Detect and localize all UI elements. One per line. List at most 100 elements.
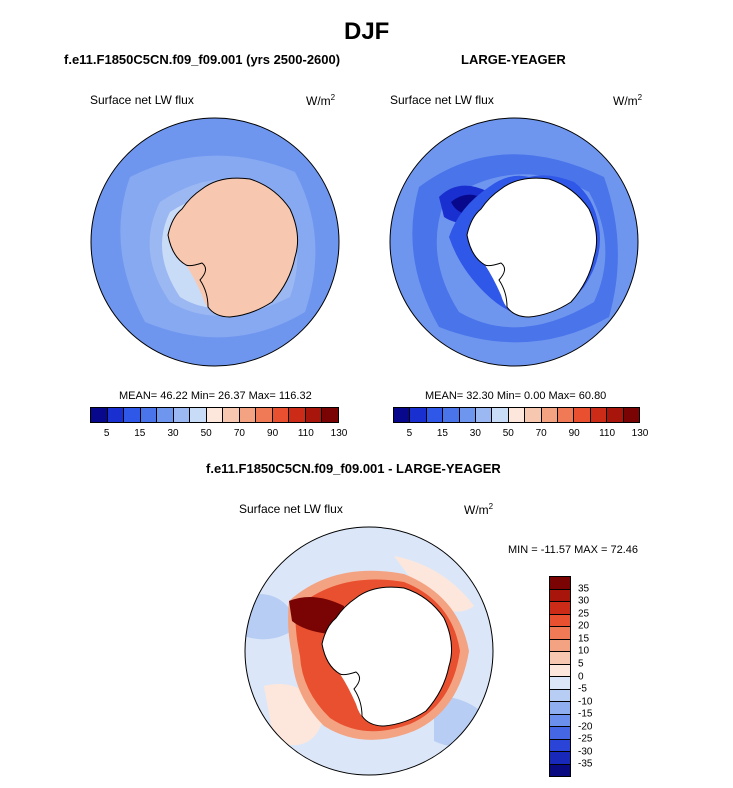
- colorbar-swatch: [322, 408, 338, 422]
- colorbar-tick-label: 25: [578, 608, 590, 620]
- colorbar-swatch: [550, 752, 570, 765]
- colorbar-swatch: [550, 689, 570, 702]
- colorbar-swatch: [91, 408, 108, 422]
- right-case-title: LARGE-YEAGER: [461, 52, 566, 67]
- right-antarctica-fill: [467, 178, 597, 317]
- colorbar-tick-label: -10: [578, 696, 593, 708]
- colorbar-tick-label: -15: [578, 708, 593, 720]
- left-colorbar-ticks: 5 15 30 50 70 90 110 130: [90, 428, 348, 440]
- diff-antarctica-fill: [322, 587, 452, 726]
- colorbar-swatch: [410, 408, 427, 422]
- colorbar-swatch: [459, 408, 477, 422]
- left-coastline: [167, 177, 299, 318]
- colorbar-tick-label: 20: [578, 620, 590, 632]
- colorbar-swatch: [394, 408, 411, 422]
- colorbar-tick-label: 130: [631, 428, 649, 439]
- colorbar-tick-label: 15: [436, 428, 448, 439]
- diff-map-border: [244, 526, 494, 776]
- left-units-base: W/m: [306, 94, 331, 108]
- colorbar-swatch: [550, 652, 570, 665]
- colorbar-tick-label: 130: [330, 428, 348, 439]
- colorbar-tick-label: -25: [578, 733, 593, 745]
- diff-units-label: W/m2: [464, 502, 493, 517]
- left-polar-map: [90, 117, 340, 367]
- colorbar-swatch: [550, 714, 570, 727]
- colorbar-tick-label: 70: [233, 428, 245, 439]
- right-units-base: W/m: [613, 94, 638, 108]
- colorbar-swatch: [550, 677, 570, 690]
- colorbar-swatch: [239, 408, 257, 422]
- colorbar-tick-label: 110: [599, 428, 616, 439]
- right-units-exp: 2: [637, 93, 643, 102]
- right-polar-map: [389, 117, 639, 367]
- colorbar-swatch: [550, 577, 570, 590]
- colorbar-tick-label: 70: [535, 428, 547, 439]
- colorbar-swatch: [223, 408, 240, 422]
- colorbar-swatch: [550, 664, 570, 677]
- colorbar-swatch: [623, 408, 640, 422]
- colorbar-swatch: [525, 408, 542, 422]
- diff-polar-map: [244, 526, 494, 776]
- colorbar-swatch: [607, 408, 624, 422]
- right-map-border: [389, 117, 639, 367]
- colorbar-swatch: [550, 627, 570, 640]
- colorbar-swatch: [550, 739, 570, 752]
- diff-colorbar-ticks: 35 30 25 20 15 10 5 0 -5 -10 -15 -20 -25 -30 -35: [578, 576, 608, 777]
- colorbar-swatch: [550, 702, 570, 715]
- colorbar-swatch: [272, 408, 290, 422]
- colorbar-tick-label: 50: [200, 428, 212, 439]
- left-units-label: W/m2: [306, 93, 335, 108]
- colorbar-tick-label: 90: [267, 428, 279, 439]
- colorbar-tick-label: 110: [297, 428, 314, 439]
- colorbar-swatch: [190, 408, 207, 422]
- colorbar-swatch: [443, 408, 460, 422]
- colorbar-swatch: [550, 602, 570, 615]
- diff-colorbar: [549, 576, 571, 777]
- right-units-label: W/m2: [613, 93, 642, 108]
- colorbar-tick-label: 50: [502, 428, 514, 439]
- left-case-title: f.e11.F1850C5CN.f09_f09.001 (yrs 2500-26…: [64, 52, 341, 67]
- diff-blue-patch-1: [245, 594, 299, 640]
- right-colorbar: [393, 407, 640, 423]
- colorbar-tick-label: 30: [578, 595, 590, 607]
- left-antarctica-fill: [168, 178, 298, 317]
- colorbar-tick-label: 35: [578, 583, 590, 595]
- diff-variable-label: Surface net LW flux: [239, 502, 343, 516]
- colorbar-swatch: [558, 408, 575, 422]
- colorbar-tick-label: -30: [578, 746, 593, 758]
- left-colorbar: [90, 407, 339, 423]
- figure-title: DJF: [344, 18, 390, 45]
- diff-light-red-patch-2: [394, 556, 474, 612]
- colorbar-swatch: [550, 614, 570, 627]
- colorbar-tick-label: 10: [578, 645, 590, 657]
- colorbar-tick-label: 0: [578, 671, 584, 682]
- right-coastline: [466, 177, 598, 318]
- diff-minmax: MIN = -11.57 MAX = 72.46: [508, 544, 639, 556]
- colorbar-swatch: [256, 408, 273, 422]
- colorbar-swatch: [508, 408, 526, 422]
- colorbar-swatch: [550, 639, 570, 652]
- colorbar-swatch: [550, 764, 570, 776]
- colorbar-swatch: [492, 408, 509, 422]
- colorbar-tick-label: -20: [578, 721, 593, 733]
- colorbar-swatch: [124, 408, 141, 422]
- colorbar-tick-label: 5: [103, 428, 110, 439]
- colorbar-tick-label: 30: [167, 428, 179, 439]
- colorbar-tick-label: 5: [406, 428, 413, 439]
- colorbar-swatch: [476, 408, 493, 422]
- colorbar-swatch: [590, 408, 608, 422]
- colorbar-swatch: [550, 589, 570, 602]
- colorbar-swatch: [206, 408, 224, 422]
- left-stats: MEAN= 46.22 Min= 26.37 Max= 116.32: [119, 390, 312, 402]
- colorbar-swatch: [305, 408, 323, 422]
- colorbar-tick-label: -35: [578, 758, 593, 770]
- colorbar-swatch: [107, 408, 125, 422]
- left-units-exp: 2: [330, 93, 336, 102]
- colorbar-swatch: [289, 408, 306, 422]
- left-map-border: [90, 117, 340, 367]
- right-variable-label: Surface net LW flux: [390, 93, 494, 107]
- diff-title: f.e11.F1850C5CN.f09_f09.001 - LARGE-YEAG…: [206, 461, 501, 476]
- left-variable-label: Surface net LW flux: [90, 93, 194, 107]
- colorbar-tick-label: -5: [578, 683, 587, 695]
- diff-units-exp: 2: [488, 502, 494, 511]
